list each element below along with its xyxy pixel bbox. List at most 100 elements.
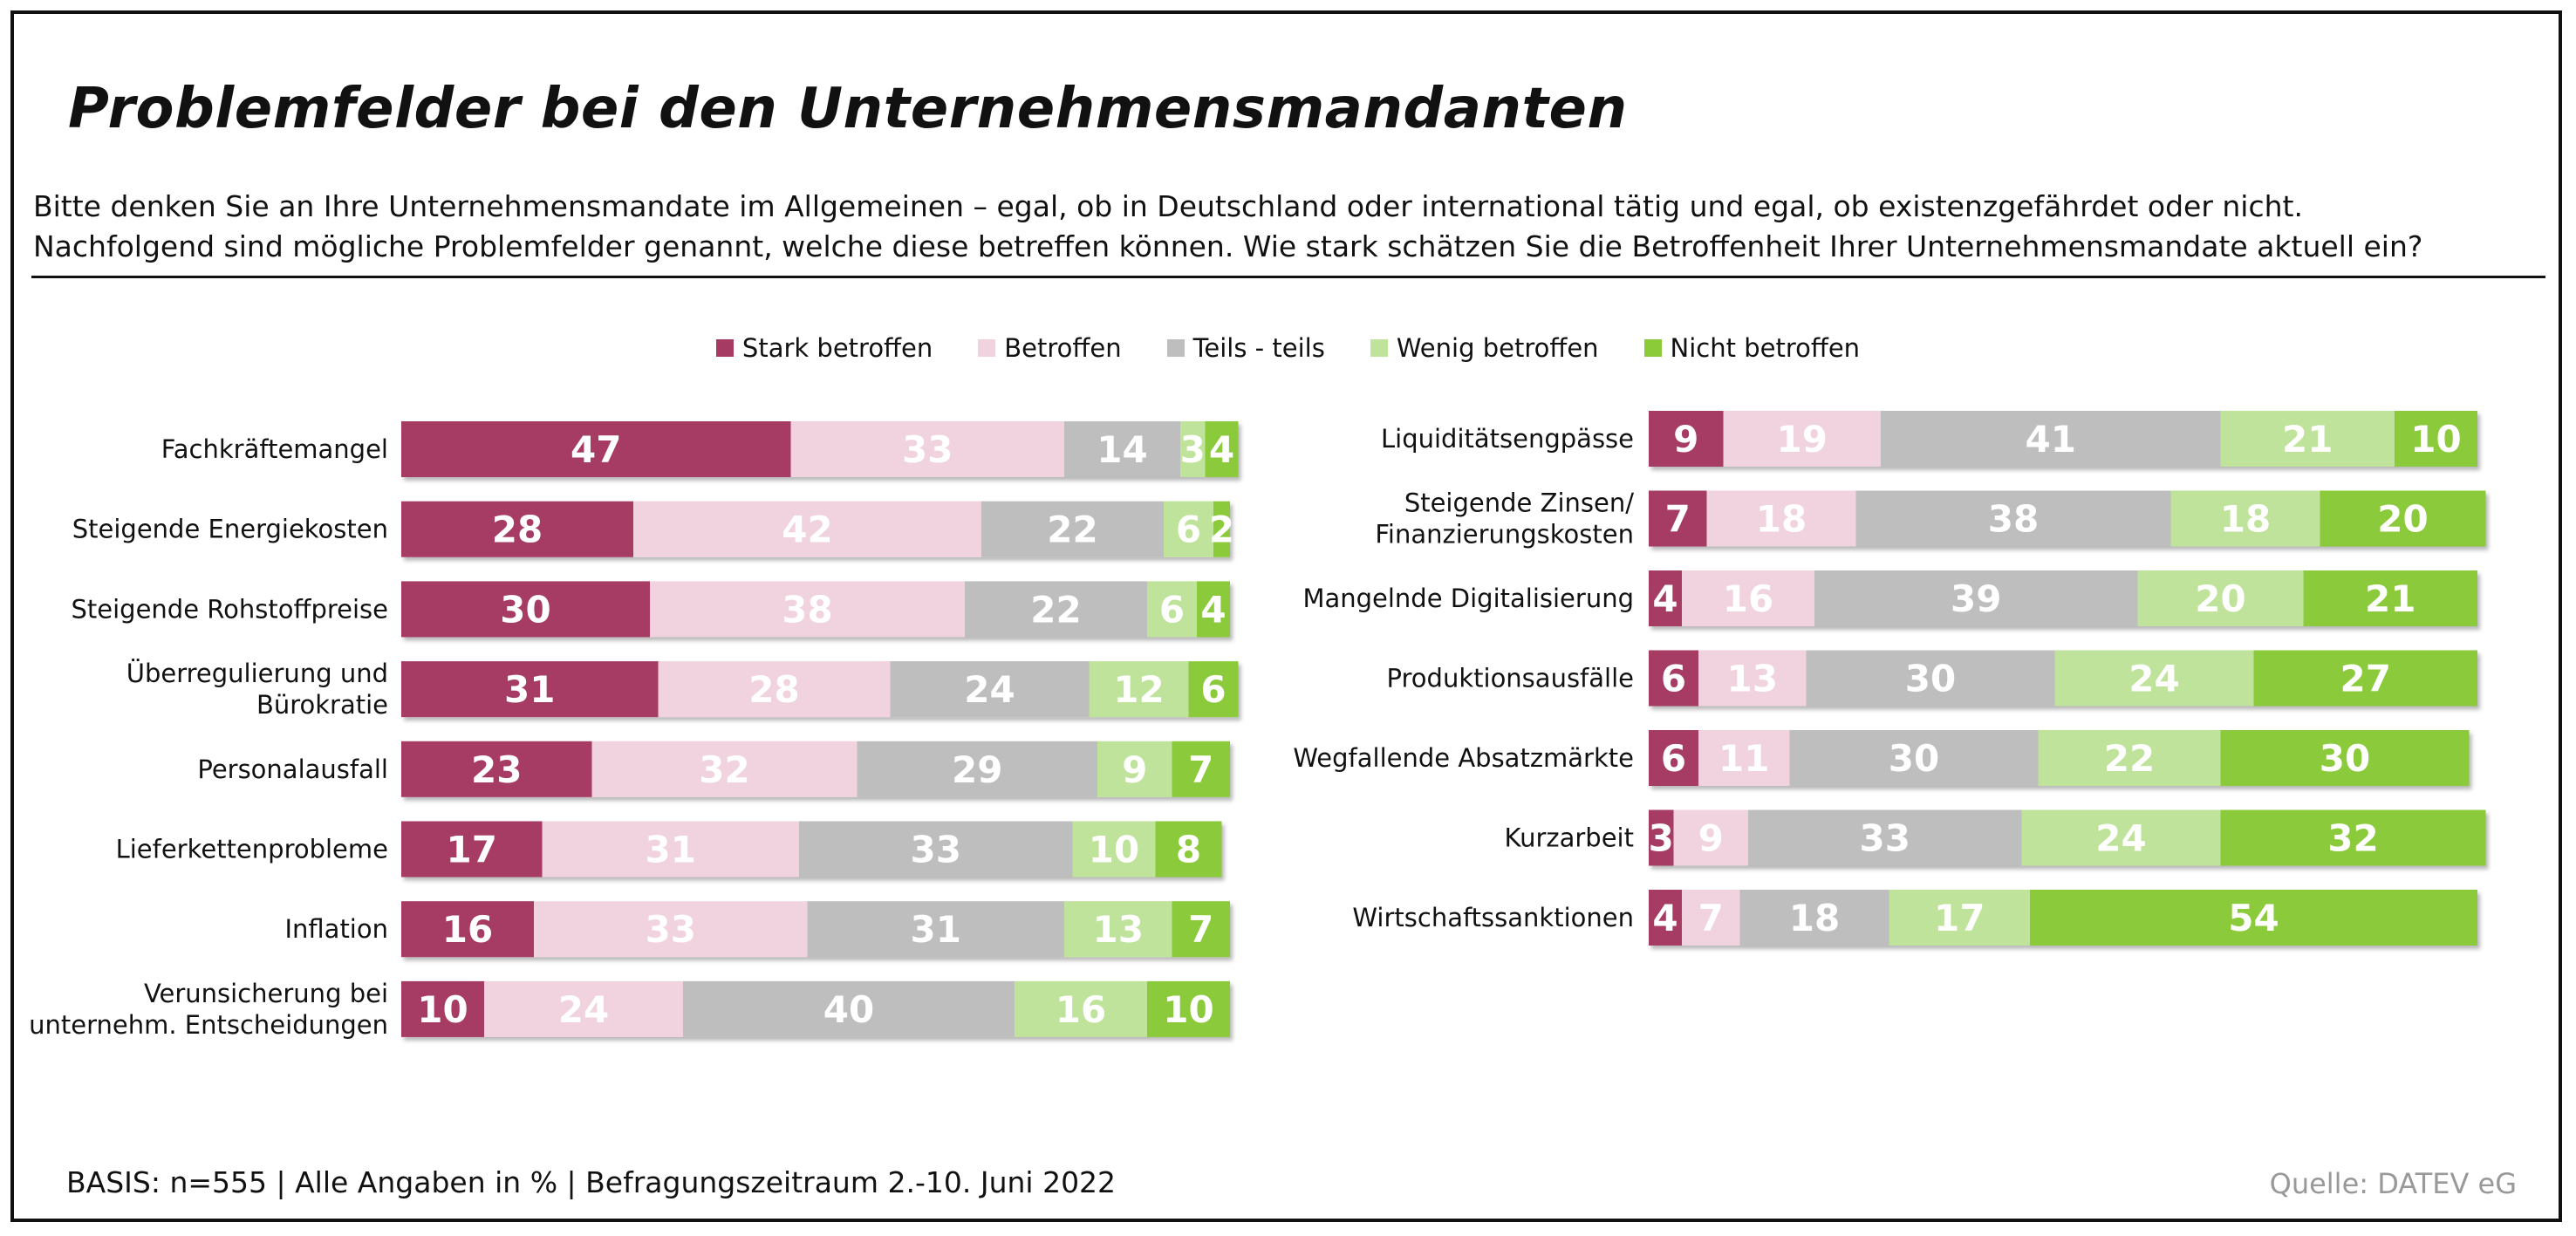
legend: Stark betroffen Betroffen Teils - teils Wen…	[0, 326, 2576, 370]
bar-segment	[658, 661, 891, 718]
legend-item: Teils - teils	[1166, 326, 1325, 370]
data-label: 4	[1209, 428, 1234, 471]
data-label: 18	[1789, 897, 1840, 939]
bar-segment	[401, 821, 543, 877]
bar-segment	[1739, 890, 1889, 946]
category-label: Personalausfall	[197, 755, 388, 784]
data-label: 42	[782, 509, 832, 551]
data-label: 10	[417, 988, 468, 1031]
stacked-bar	[401, 501, 1230, 557]
bar-segment	[1147, 980, 1230, 1037]
bar-segment	[799, 821, 1073, 877]
bar-row: Personalausfall 23 32 29 9 7	[197, 741, 1230, 797]
data-label: 18	[2220, 498, 2271, 541]
category-label: Kurzarbeit	[1505, 823, 1634, 853]
bar-segment	[1197, 581, 1230, 638]
category-label: Überregulierung und	[126, 659, 388, 688]
bar-segment	[790, 421, 1064, 477]
bar-segment	[2303, 570, 2477, 626]
bar-segment	[1188, 661, 1239, 718]
data-label: 33	[902, 428, 953, 471]
bar-segment	[1147, 581, 1197, 638]
bar-segment	[1649, 890, 1682, 946]
category-label: Wegfallende Absatzmärkte	[1293, 743, 1634, 773]
category-label: Mangelnde Digitalisierung	[1302, 584, 1634, 613]
bar-segment	[2021, 809, 2221, 866]
data-label: 8	[1176, 829, 1201, 871]
data-label: 33	[646, 908, 696, 951]
data-label: 24	[2128, 658, 2179, 700]
data-label: 33	[911, 829, 961, 871]
data-label: 9	[1122, 748, 1147, 791]
legend-label: Stark betroffen	[741, 333, 933, 363]
bar-segment	[1649, 650, 1698, 707]
bar-segment	[683, 980, 1015, 1037]
basis-note: BASIS: n=555 | Alle Angaben in % | Befra…	[66, 1165, 1117, 1199]
data-label: 17	[1934, 897, 1985, 939]
bar-segment	[542, 821, 799, 877]
bar-segment	[965, 581, 1147, 638]
data-label: 32	[699, 748, 749, 791]
bar-segment	[401, 980, 484, 1037]
bar-segment	[401, 661, 659, 718]
data-label: 54	[2228, 897, 2279, 939]
bar-segment	[1698, 650, 1807, 707]
bar-row: Steigende Zinsen/Finanzierungskosten 7 18 3…	[1375, 488, 2486, 550]
bar-segment	[1172, 901, 1230, 958]
category-label: Liquiditätsengpässe	[1381, 424, 1634, 454]
legend-swatch	[1370, 339, 1388, 357]
data-label: 4	[1652, 577, 1677, 620]
data-label: 10	[2410, 418, 2461, 461]
data-label: 6	[1661, 658, 1686, 700]
bar-segment	[1723, 411, 1881, 467]
bar-segment	[1649, 730, 1698, 786]
data-label: 39	[1951, 577, 2001, 620]
category-label: Steigende Energiekosten	[72, 515, 388, 544]
category-label: Steigende Zinsen/	[1404, 488, 1634, 518]
bar-segment	[401, 581, 650, 638]
stacked-bar	[1649, 890, 2477, 946]
category-label: Fachkräftemangel	[161, 434, 388, 464]
bar-segment	[890, 661, 1090, 718]
data-label: 10	[1089, 829, 1139, 871]
data-label: 7	[1188, 908, 1213, 951]
stacked-bar	[401, 661, 1239, 718]
stacked-bar	[401, 901, 1230, 958]
data-label: 22	[1030, 588, 1081, 631]
bar-segment	[1649, 490, 1707, 547]
bar-row: Wirtschaftssanktionen 4 7 18 17 54	[1352, 890, 2477, 946]
data-label: 38	[782, 588, 832, 631]
bar-segment	[1164, 501, 1213, 557]
bar-row: Liquiditätsengpässe 9 19 41 21 10	[1381, 411, 2477, 467]
bar-segment	[1649, 809, 1674, 866]
bar-row: Steigende Energiekosten 28 42 22 6 2	[72, 501, 1234, 557]
data-label: 28	[492, 509, 543, 551]
data-label: 22	[2104, 737, 2155, 780]
bar-segment	[1064, 901, 1172, 958]
bar-segment	[1072, 821, 1156, 877]
category-label: Bürokratie	[256, 690, 388, 720]
category-label: Produktionsausfälle	[1387, 664, 1634, 693]
category-label: Steigende Rohstoffpreise	[72, 594, 389, 624]
data-label: 31	[504, 668, 555, 711]
data-label: 30	[2320, 737, 2370, 780]
bar-segment	[1097, 741, 1172, 797]
bar-segment	[1155, 821, 1222, 877]
bar-segment	[1682, 890, 1740, 946]
data-label: 20	[2195, 577, 2245, 620]
bar-segment	[1180, 421, 1206, 477]
data-label: 21	[2365, 577, 2415, 620]
header-divider	[31, 276, 2545, 278]
stacked-bar	[1649, 570, 2477, 626]
data-label: 12	[1113, 668, 1164, 711]
data-label: 2	[1209, 509, 1234, 551]
data-label: 30	[1889, 737, 1939, 780]
stacked-bar	[1649, 809, 2486, 866]
bar-segment	[2395, 411, 2477, 467]
legend-swatch	[715, 339, 734, 357]
bar-segment	[484, 980, 683, 1037]
data-label: 6	[1200, 668, 1226, 711]
legend-item: Stark betroffen	[715, 326, 933, 370]
data-label: 33	[1860, 817, 1910, 860]
